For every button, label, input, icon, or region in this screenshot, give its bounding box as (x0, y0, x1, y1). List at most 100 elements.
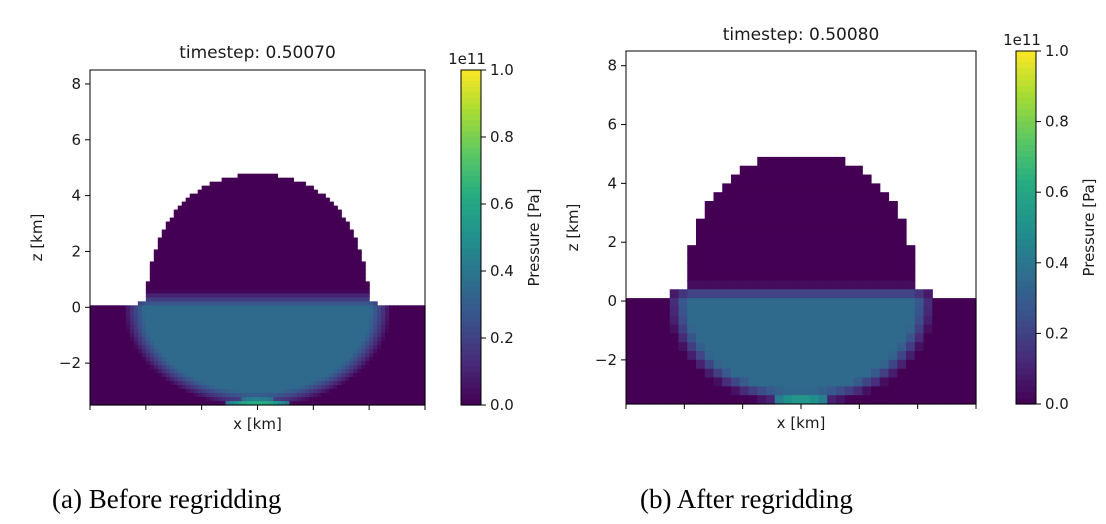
heatmap-cell (205, 301, 211, 306)
heatmap-cell (269, 389, 275, 394)
heatmap-cell (385, 309, 390, 314)
heatmap-cell (704, 245, 715, 255)
heatmap-cell (133, 337, 139, 342)
heatmap-cell (273, 217, 279, 223)
heatmap-cell (281, 277, 287, 282)
heatmap-cell (333, 225, 338, 231)
colorbar-segment (1016, 198, 1036, 205)
heatmap-cell (173, 281, 179, 286)
heatmap-cell (321, 365, 326, 370)
heatmap-cell (121, 353, 127, 358)
heatmap-cell (245, 177, 251, 183)
heatmap-cell (90, 397, 95, 402)
heatmap-cell (897, 359, 907, 370)
heatmap-cell (189, 249, 195, 255)
heatmap-cell (245, 273, 251, 278)
heatmap-cell (269, 341, 275, 346)
heatmap-cell (169, 401, 175, 406)
heatmap-cell (113, 337, 119, 342)
heatmap-cell (157, 301, 163, 306)
heatmap-cell (269, 321, 275, 326)
heatmap-cell (221, 397, 227, 402)
heatmap-cell (792, 351, 802, 361)
heatmap-cell (309, 397, 314, 402)
heatmap-cell (766, 315, 776, 326)
heatmap-cell (783, 183, 793, 193)
heatmap-cell (305, 185, 310, 191)
heatmap-cell (353, 245, 358, 251)
heatmap-cell (217, 181, 223, 187)
heatmap-cell (313, 233, 318, 239)
heatmap-cell (209, 209, 215, 215)
heatmap-cell (967, 395, 977, 405)
heatmap-cell (313, 309, 318, 314)
colorbar-segment (1016, 227, 1036, 234)
heatmap-cell (137, 381, 143, 386)
heatmap-cell (213, 233, 219, 239)
heatmap-cell (257, 337, 263, 342)
heatmap-cell (643, 342, 653, 352)
heatmap-cell (129, 365, 135, 370)
heatmap-cell (844, 271, 855, 282)
heatmap-cell (173, 285, 179, 290)
heatmap-cell (678, 351, 688, 361)
heatmap-cell (809, 253, 820, 264)
heatmap-cell (801, 395, 811, 405)
heatmap-cell (253, 353, 259, 358)
heatmap-cell (145, 321, 151, 326)
heatmap-cell (169, 313, 175, 318)
heatmap-cell (257, 325, 263, 330)
heatmap-cell (297, 305, 302, 310)
heatmap-cell (731, 245, 741, 255)
heatmap-cell (177, 217, 183, 223)
heatmap-cell (201, 273, 207, 278)
heatmap-cell (245, 301, 251, 306)
heatmap-cell (704, 253, 715, 264)
heatmap-cell (361, 365, 366, 370)
heatmap-cell (177, 305, 183, 310)
heatmap-cell (237, 305, 243, 310)
heatmap-cell (221, 349, 227, 354)
heatmap-cell (626, 386, 636, 396)
heatmap-cell (844, 192, 855, 202)
heatmap-cell (341, 293, 346, 298)
heatmap-cell (321, 301, 326, 306)
heatmap-cell (361, 269, 366, 274)
heatmap-cell (233, 353, 239, 358)
heatmap-cell (221, 401, 227, 406)
heatmap-cell (783, 227, 793, 237)
heatmap-cell (253, 345, 259, 350)
heatmap-cell (209, 317, 215, 322)
heatmap-cell (249, 337, 255, 342)
heatmap-cell (129, 309, 135, 314)
heatmap-cell (341, 321, 346, 326)
heatmap-cell (265, 389, 271, 394)
heatmap-cell (269, 293, 275, 298)
heatmap-cell (277, 201, 283, 207)
heatmap-cell (237, 389, 243, 394)
heatmap-cell (345, 377, 350, 382)
heatmap-cell (321, 329, 326, 334)
heatmap-cell (293, 361, 298, 366)
heatmap-cell (173, 393, 179, 398)
heatmap-cell (305, 261, 310, 267)
heatmap-cell (205, 389, 211, 394)
heatmap-cell (361, 329, 366, 334)
heatmap-cell (185, 233, 191, 239)
heatmap-cell (792, 201, 802, 211)
heatmap-cell (265, 229, 271, 235)
heatmap-cell (173, 293, 179, 298)
heatmap-cell (157, 397, 163, 402)
heatmap-cell (197, 225, 203, 231)
heatmap-cell (381, 385, 386, 390)
heatmap-cell (337, 253, 342, 259)
heatmap-cell (205, 281, 211, 286)
heatmap-cell (113, 393, 119, 398)
heatmap-cell (241, 353, 247, 358)
heatmap-cell (766, 209, 776, 220)
heatmap-cell (101, 385, 107, 390)
heatmap-cell (277, 177, 283, 183)
heatmap-cell (117, 373, 123, 378)
heatmap-cell (967, 298, 977, 308)
heatmap-cell (361, 293, 366, 298)
